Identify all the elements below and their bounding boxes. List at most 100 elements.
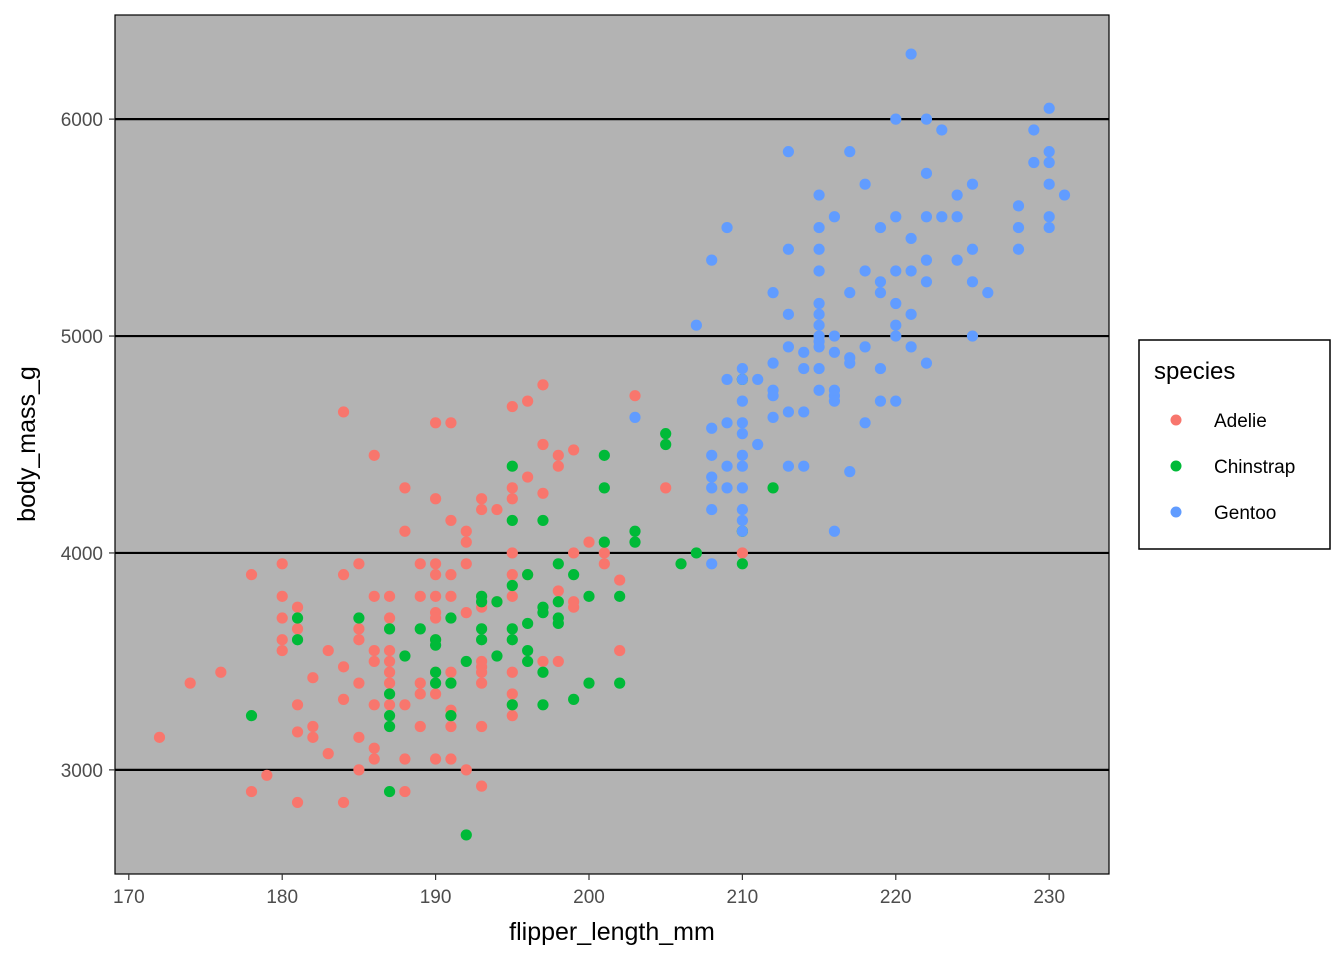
point-gentoo xyxy=(951,254,963,266)
point-adelie xyxy=(337,569,350,581)
point-adelie xyxy=(583,536,595,548)
point-adelie xyxy=(353,558,365,570)
point-adelie xyxy=(476,503,488,516)
point-gentoo xyxy=(813,221,825,234)
point-gentoo xyxy=(782,243,795,255)
point-chinstrap xyxy=(491,650,503,662)
point-gentoo xyxy=(736,514,748,527)
point-adelie xyxy=(506,569,518,581)
legend-key-adelie xyxy=(1170,414,1182,426)
point-chinstrap xyxy=(506,514,518,527)
point-chinstrap xyxy=(660,428,672,440)
y-tick-label-4000: 4000 xyxy=(61,544,103,565)
point-gentoo xyxy=(1012,243,1025,255)
point-adelie xyxy=(429,612,442,624)
series-gentoo xyxy=(629,48,1071,570)
point-adelie xyxy=(383,699,396,711)
point-gentoo xyxy=(920,211,933,223)
point-gentoo xyxy=(798,362,810,375)
point-gentoo xyxy=(1058,189,1071,201)
point-gentoo xyxy=(920,276,933,288)
point-gentoo xyxy=(736,503,748,516)
point-adelie xyxy=(506,710,518,722)
point-gentoo xyxy=(782,308,795,320)
point-gentoo xyxy=(1012,200,1025,212)
point-chinstrap xyxy=(383,688,396,700)
point-gentoo xyxy=(767,411,779,423)
point-gentoo xyxy=(828,346,841,358)
point-adelie xyxy=(552,585,564,597)
point-gentoo xyxy=(905,341,917,353)
point-adelie xyxy=(537,655,549,668)
point-chinstrap xyxy=(522,569,534,581)
x-tick-label-170: 170 xyxy=(113,887,145,908)
point-chinstrap xyxy=(583,677,595,689)
point-chinstrap xyxy=(460,829,472,841)
point-gentoo xyxy=(629,411,641,423)
point-adelie xyxy=(476,780,488,792)
point-chinstrap xyxy=(522,644,534,657)
point-adelie xyxy=(368,753,380,765)
point-adelie xyxy=(337,693,350,705)
point-gentoo xyxy=(798,460,810,472)
point-chinstrap xyxy=(675,558,687,570)
point-adelie xyxy=(414,558,426,570)
point-adelie xyxy=(276,634,288,646)
point-adelie xyxy=(368,590,380,602)
point-adelie xyxy=(383,677,396,689)
point-gentoo xyxy=(752,438,764,451)
point-chinstrap xyxy=(598,536,610,548)
point-adelie xyxy=(368,644,380,657)
point-gentoo xyxy=(690,319,702,331)
point-chinstrap xyxy=(383,710,396,722)
point-chinstrap xyxy=(537,666,549,678)
point-chinstrap xyxy=(736,558,748,570)
point-adelie xyxy=(353,764,365,776)
point-gentoo xyxy=(1043,102,1055,114)
point-gentoo xyxy=(874,221,887,234)
point-chinstrap xyxy=(506,623,518,635)
y-tick-label-3000: 3000 xyxy=(61,761,103,782)
point-adelie xyxy=(445,569,457,581)
point-gentoo xyxy=(706,482,718,494)
point-gentoo xyxy=(920,357,933,369)
point-adelie xyxy=(537,487,549,499)
point-adelie xyxy=(383,655,396,668)
point-gentoo xyxy=(736,417,748,429)
point-adelie xyxy=(368,742,380,754)
point-gentoo xyxy=(844,357,856,369)
point-adelie xyxy=(184,677,196,689)
point-chinstrap xyxy=(399,650,411,662)
legend-key-gentoo xyxy=(1170,506,1182,518)
point-gentoo xyxy=(767,390,779,402)
point-adelie xyxy=(506,482,518,494)
point-gentoo xyxy=(721,373,733,386)
point-gentoo xyxy=(905,48,917,60)
point-adelie xyxy=(506,493,518,505)
point-chinstrap xyxy=(629,536,641,548)
point-adelie xyxy=(506,666,518,678)
point-gentoo xyxy=(813,341,825,353)
point-gentoo xyxy=(706,449,718,461)
point-gentoo xyxy=(828,395,841,407)
point-adelie xyxy=(337,406,350,418)
point-adelie xyxy=(506,590,518,602)
point-adelie xyxy=(337,796,350,809)
point-adelie xyxy=(337,661,350,673)
point-chinstrap xyxy=(414,623,426,635)
series-chinstrap xyxy=(245,373,779,841)
point-gentoo xyxy=(813,308,825,320)
point-adelie xyxy=(307,720,319,733)
point-adelie xyxy=(245,569,258,581)
point-adelie xyxy=(537,438,549,451)
point-gentoo xyxy=(951,189,963,201)
point-adelie xyxy=(476,720,488,733)
point-chinstrap xyxy=(537,607,549,619)
point-adelie xyxy=(153,731,166,743)
point-gentoo xyxy=(767,357,779,369)
plot-panel xyxy=(114,14,1110,875)
point-gentoo xyxy=(706,558,718,570)
x-tick-label-220: 220 xyxy=(880,887,912,908)
point-chinstrap xyxy=(568,693,580,705)
point-chinstrap xyxy=(506,460,518,472)
